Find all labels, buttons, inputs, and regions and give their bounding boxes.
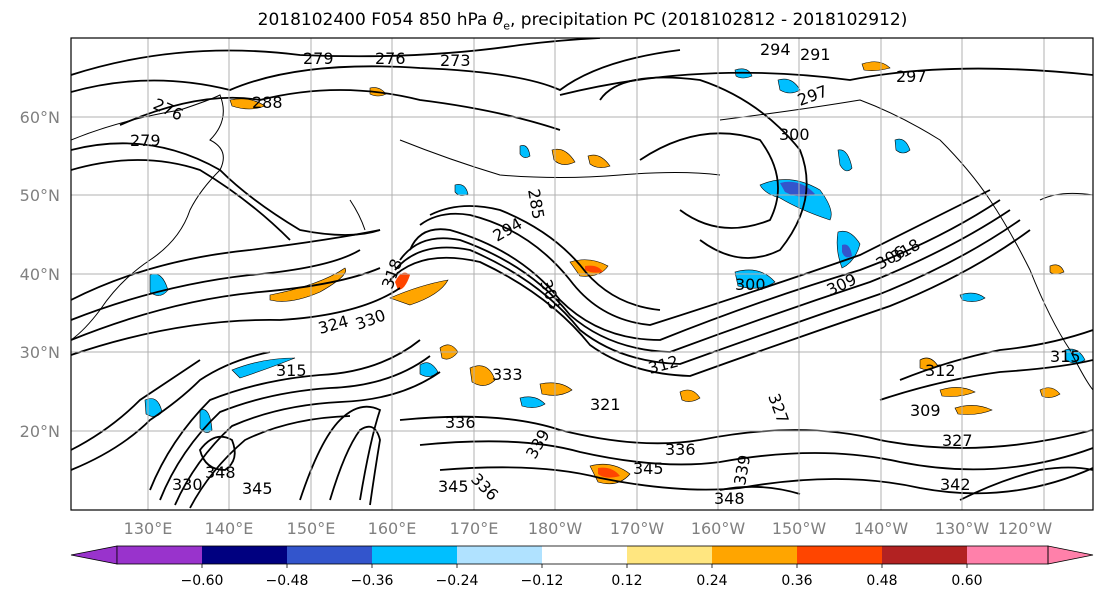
lon-label: 170°W <box>610 519 665 538</box>
lon-label: 120°W <box>998 519 1053 538</box>
colorbar-segment <box>287 546 372 564</box>
contour-label: 279 <box>130 131 161 150</box>
contour-label: 321 <box>590 395 621 414</box>
lon-label: 160°W <box>691 519 746 538</box>
theta-e-contours <box>71 38 1093 509</box>
contour-label: 315 <box>276 361 307 380</box>
map-frame <box>70 37 1094 511</box>
contour-label: 297 <box>896 67 927 86</box>
map-title: 2018102400 F054 850 hPa θe, precipitatio… <box>257 10 908 33</box>
coastlines <box>71 94 1093 391</box>
lat-label-30n: 30°N <box>20 343 60 362</box>
colorbar-tick-label: 0.12 <box>611 573 642 589</box>
lon-label: 130°E <box>124 519 173 538</box>
colorbar-segment <box>627 546 712 564</box>
contour-label: 288 <box>252 93 283 112</box>
colorbar-segment <box>882 546 967 564</box>
colorbar-tick-label: −0.36 <box>351 573 394 589</box>
contour-label: 294 <box>760 40 791 59</box>
lat-label-20n: 20°N <box>20 422 60 441</box>
colorbar-tick-label: 0.48 <box>866 573 897 589</box>
colorbar-tick-label: −0.12 <box>521 573 564 589</box>
lon-label: 140°W <box>854 519 909 538</box>
colorbar-tick-label: −0.48 <box>266 573 309 589</box>
contour-label: 300 <box>779 125 810 144</box>
colorbar-segment <box>967 546 1048 564</box>
latitude-labels: 20°N 30°N 40°N 50°N 60°N <box>20 108 60 441</box>
lat-label-50n: 50°N <box>20 186 60 205</box>
longitude-labels: 130°E 140°E 150°E 160°E 170°E 180°W 170°… <box>124 519 1053 538</box>
colorbar-tick-label: −0.24 <box>436 573 479 589</box>
colorbar-segment <box>542 546 627 564</box>
contour-label: 345 <box>633 459 664 478</box>
contour-label: 333 <box>492 365 523 384</box>
lon-label: 150°E <box>287 519 336 538</box>
contour-label: 348 <box>205 463 236 482</box>
colorbar-segment <box>202 546 287 564</box>
lat-label-60n: 60°N <box>20 108 60 127</box>
lat-label-40n: 40°N <box>20 265 60 284</box>
colorbar: −0.60 −0.48 −0.36 −0.24 −0.12 0.12 0.24 … <box>70 545 1094 589</box>
colorbar-segment <box>117 546 202 564</box>
contour-label: 273 <box>440 51 471 70</box>
lon-label: 170°E <box>450 519 499 538</box>
colorbar-segment <box>797 546 882 564</box>
colorbar-segment <box>712 546 797 564</box>
contour-label: 336 <box>665 440 696 459</box>
lon-label: 150°W <box>772 519 827 538</box>
colorbar-tick-label: −0.60 <box>181 573 224 589</box>
lon-label: 130°W <box>935 519 990 538</box>
lon-label: 180°W <box>528 519 583 538</box>
contour-label: 330 <box>172 475 203 494</box>
contour-label: 345 <box>438 477 469 496</box>
colorbar-segment <box>372 546 457 564</box>
contour-label: 336 <box>445 413 476 432</box>
colorbar-extend-high <box>1047 545 1094 565</box>
contour-label: 342 <box>940 475 971 494</box>
lon-label: 160°E <box>368 519 417 538</box>
contour-label: 345 <box>242 479 273 498</box>
contour-label: 312 <box>925 361 956 380</box>
colorbar-segment <box>457 546 542 564</box>
contour-label: 300 <box>735 275 766 294</box>
contour-label: 291 <box>800 45 831 64</box>
contour-label: 348 <box>714 489 745 508</box>
contour-label: 309 <box>910 401 941 420</box>
contour-label: 279 <box>303 49 334 68</box>
colorbar-tick-label: 0.36 <box>781 573 812 589</box>
contour-label: 276 <box>375 49 406 68</box>
contour-label: 327 <box>942 431 973 450</box>
colorbar-tick-label: 0.24 <box>696 573 727 589</box>
colorbar-tick-label: 0.60 <box>951 573 982 589</box>
graticule <box>71 38 1093 510</box>
colorbar-extend-low <box>70 545 118 565</box>
contour-label: 315 <box>1050 347 1081 366</box>
lon-label: 140°E <box>205 519 254 538</box>
